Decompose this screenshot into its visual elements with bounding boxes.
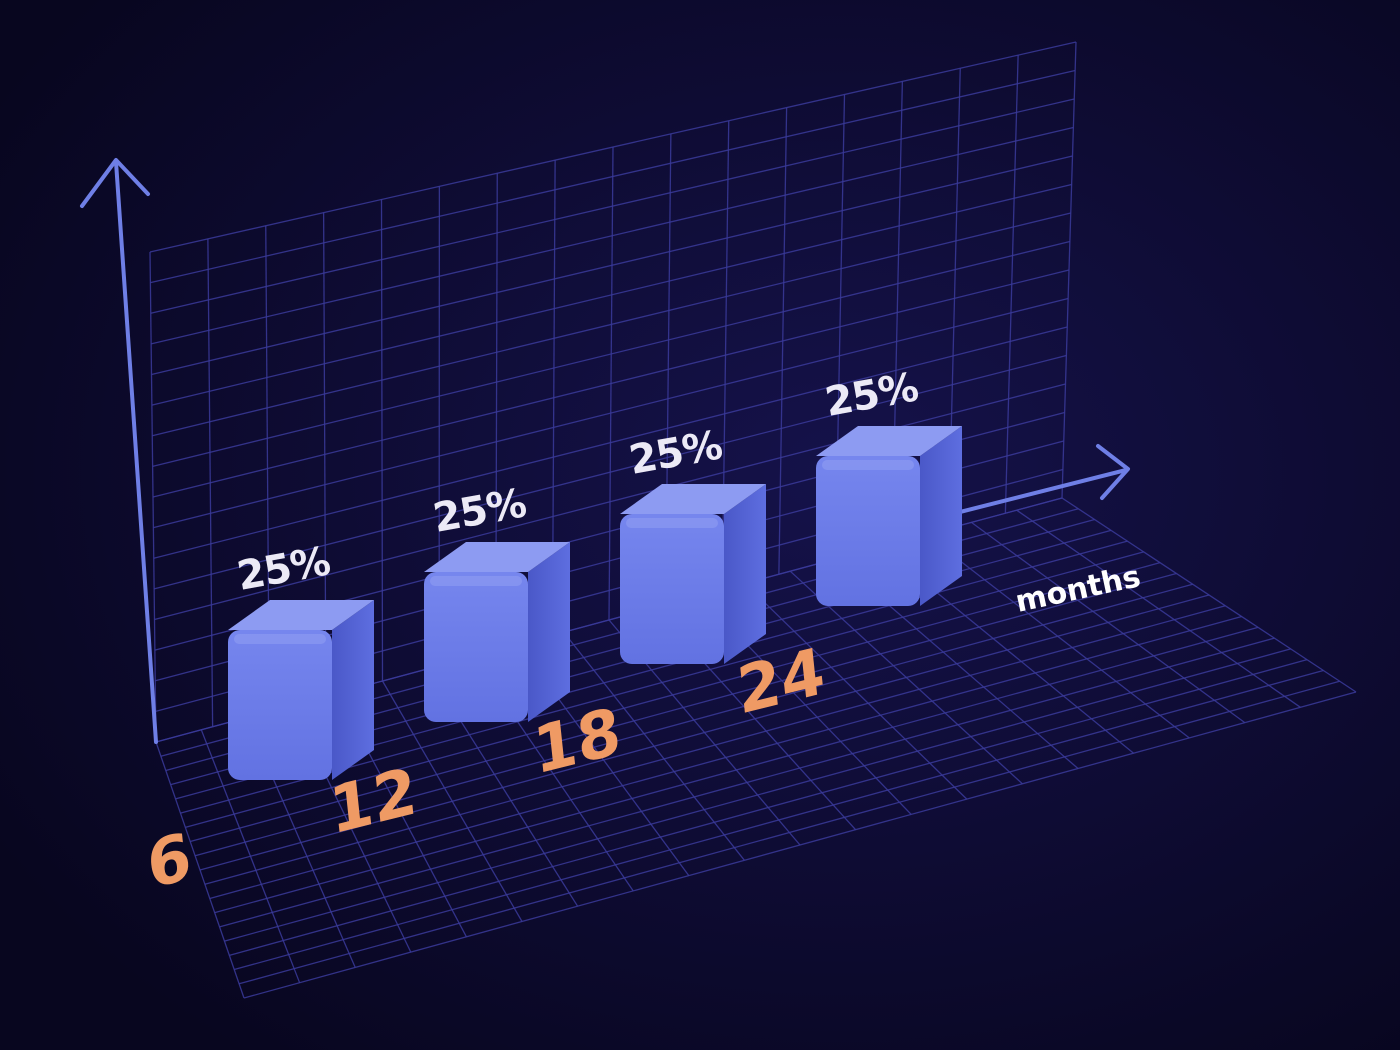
y-axis <box>80 158 158 744</box>
bar-highlight <box>822 460 914 470</box>
floor-grid-line <box>199 594 1210 871</box>
bar-side-face <box>724 484 766 664</box>
floor-grid-line <box>238 680 1340 985</box>
wall-grid-line <box>151 183 1072 406</box>
bar-front-face <box>620 514 724 664</box>
bar <box>228 600 374 780</box>
wall-grid-line <box>151 155 1073 376</box>
bar-side-face <box>332 600 374 780</box>
wall-grid-line <box>152 212 1071 437</box>
y-axis-line <box>114 160 158 744</box>
x-axis <box>950 444 1130 516</box>
wall-grid-line <box>152 269 1070 498</box>
floor-grid-line <box>219 637 1275 928</box>
floor-grid-line <box>190 572 1177 843</box>
bar-top-face <box>424 542 570 572</box>
floor-grid-line <box>194 583 1193 857</box>
floor-grid-line <box>229 659 1308 956</box>
wall-grid-line <box>149 41 1077 253</box>
bar-top-face <box>816 426 962 456</box>
bar-side-face <box>920 426 962 606</box>
wall-grid-line <box>153 326 1068 559</box>
x-axis-line <box>950 468 1128 516</box>
bar-top-face <box>620 484 766 514</box>
y-axis-arrow-icon <box>80 158 150 208</box>
wall-grid-line <box>150 98 1075 314</box>
wall-grid-line <box>150 126 1074 345</box>
wall-grid-line <box>152 240 1071 468</box>
wall-grid-line <box>153 354 1067 590</box>
bar <box>620 484 766 664</box>
wall-grid-line <box>150 69 1076 284</box>
floor-grid-line <box>204 605 1226 885</box>
floor-grid-line <box>224 648 1291 942</box>
bar-top-face <box>228 600 374 630</box>
bar-front-face <box>424 572 528 722</box>
wall-grid-line <box>154 383 1066 621</box>
floor-grid-line <box>185 562 1161 828</box>
bar-category-label: 6 <box>144 819 195 905</box>
bar-highlight <box>626 518 718 528</box>
bar-side-face <box>528 542 570 722</box>
floor-grid-line <box>214 626 1259 914</box>
bar-highlight <box>234 634 326 644</box>
bar <box>424 542 570 722</box>
floor-grid-line <box>234 669 1324 971</box>
bar-front-face <box>228 630 332 780</box>
wall-grid-line <box>153 297 1069 529</box>
x-axis-arrow-icon <box>1096 444 1130 500</box>
bars <box>228 426 962 780</box>
bar-front-face <box>816 456 920 606</box>
bar-highlight <box>430 576 522 586</box>
bar <box>816 426 962 606</box>
floor-grid-line <box>209 615 1242 900</box>
floor-grid-line <box>243 691 1357 999</box>
